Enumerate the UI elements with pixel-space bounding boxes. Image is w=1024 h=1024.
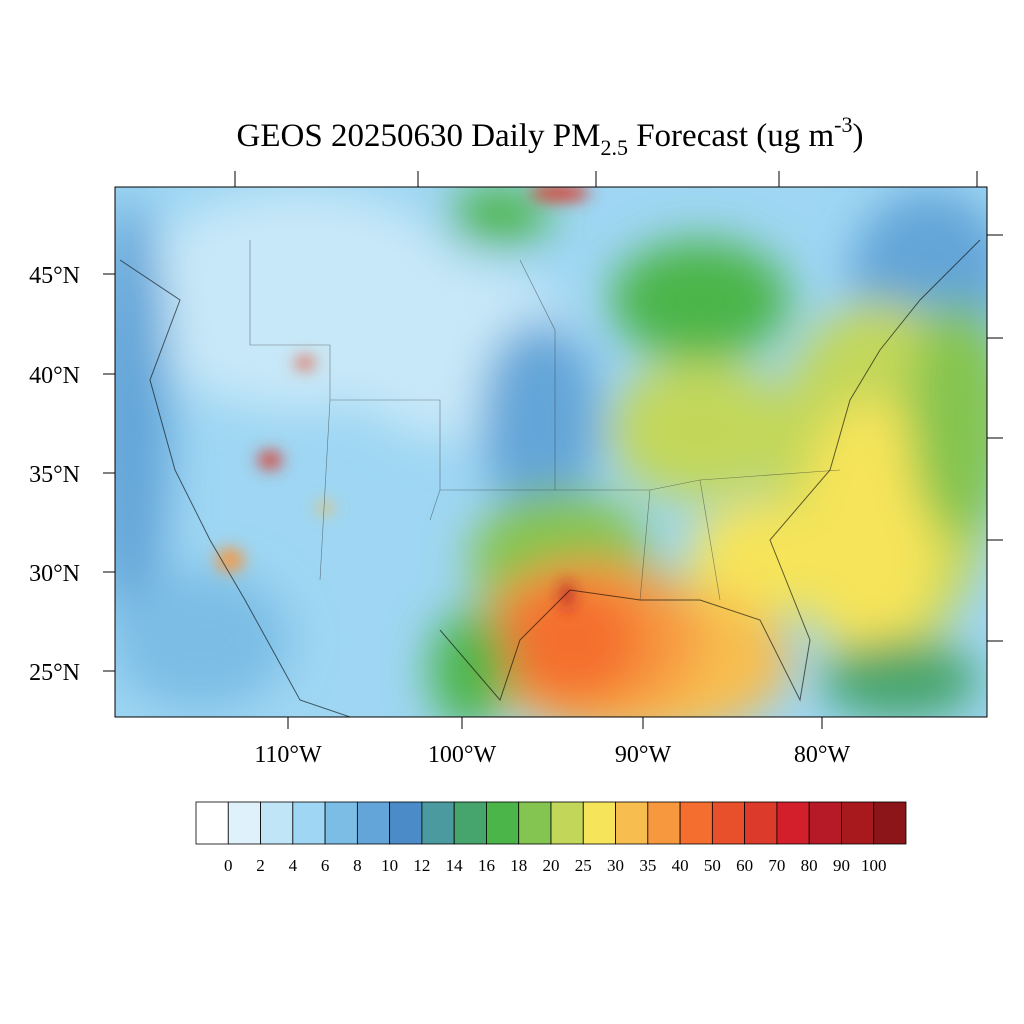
colorbar-label: 70: [768, 856, 785, 875]
colorbar-box: [356, 801, 391, 845]
title: GEOS 20250630 Daily PM2.5 Forecast (ug m…: [237, 112, 864, 160]
pm25-field: [115, 187, 987, 717]
colorbar-label: 40: [672, 856, 689, 875]
map-frame: [114, 186, 988, 718]
colorbar-box: [615, 801, 649, 845]
lat-label: 45°N: [29, 263, 80, 289]
colorbar-label: 30: [607, 856, 624, 875]
colorbar-box: [389, 801, 423, 845]
colorbar-box: [195, 801, 229, 845]
colorbar-label: 50: [704, 856, 721, 875]
colorbar-label: 100: [861, 856, 887, 875]
colorbar-box: [582, 801, 616, 845]
title-subscript: 2.5: [600, 135, 628, 160]
lon-label: 90°W: [615, 742, 672, 768]
colorbar-box: [711, 801, 746, 845]
colorbar-label: 10: [381, 856, 398, 875]
colorbar-box: [647, 801, 681, 845]
colorbar-label: 0: [224, 856, 233, 875]
colorbar-box: [324, 801, 358, 845]
colorbar-box: [841, 801, 875, 845]
lat-label: 25°N: [29, 660, 80, 686]
colorbar-label: 6: [321, 856, 330, 875]
title-close: ): [852, 118, 863, 154]
colorbar-label: 16: [478, 856, 495, 875]
colorbar-box: [518, 801, 552, 845]
colorbar-box: [227, 801, 261, 845]
title-after: Forecast (ug m: [628, 118, 835, 154]
map-axes: 45°N 40°N 35°N 30°N 25°N 110°W 100°W 90°W 80°W: [29, 171, 1003, 768]
lon-label: 80°W: [794, 742, 851, 768]
colorbar-label: 90: [833, 856, 850, 875]
colorbar-label: 25: [575, 856, 592, 875]
colorbar-box: [776, 801, 810, 845]
lat-label: 35°N: [29, 462, 80, 488]
colorbar-label: 12: [413, 856, 430, 875]
colorbar-box: [486, 801, 520, 845]
colorbar-label: 20: [543, 856, 560, 875]
colorbar-box: [808, 801, 842, 845]
colorbar-label: 4: [289, 856, 298, 875]
colorbar: 0 2 4 6 8 10 12 14 16 18 20 25 30 35 40 50 60 70 80 90 100: [195, 801, 907, 875]
colorbar-label: 18: [510, 856, 527, 875]
colorbar-box: [550, 801, 584, 845]
colorbar-label: 14: [446, 856, 464, 875]
colorbar-box: [421, 801, 455, 845]
colorbar-label: 2: [256, 856, 265, 875]
colorbar-box: [453, 801, 487, 845]
lat-label: 30°N: [29, 561, 80, 587]
colorbar-box: [292, 801, 326, 845]
colorbar-label: 35: [639, 856, 656, 875]
colorbar-box: [260, 801, 294, 845]
colorbar-box: [744, 801, 778, 845]
lat-label: 40°N: [29, 363, 80, 389]
title-superscript: -3: [834, 112, 852, 137]
colorbar-box: [679, 801, 713, 845]
colorbar-label: 80: [801, 856, 818, 875]
lon-label: 100°W: [428, 742, 497, 768]
colorbar-box: [873, 801, 907, 845]
colorbar-label: 60: [736, 856, 753, 875]
lon-label: 110°W: [254, 742, 322, 768]
title-main: GEOS 20250630 Daily PM: [237, 118, 601, 154]
colorbar-label: 8: [353, 856, 362, 875]
